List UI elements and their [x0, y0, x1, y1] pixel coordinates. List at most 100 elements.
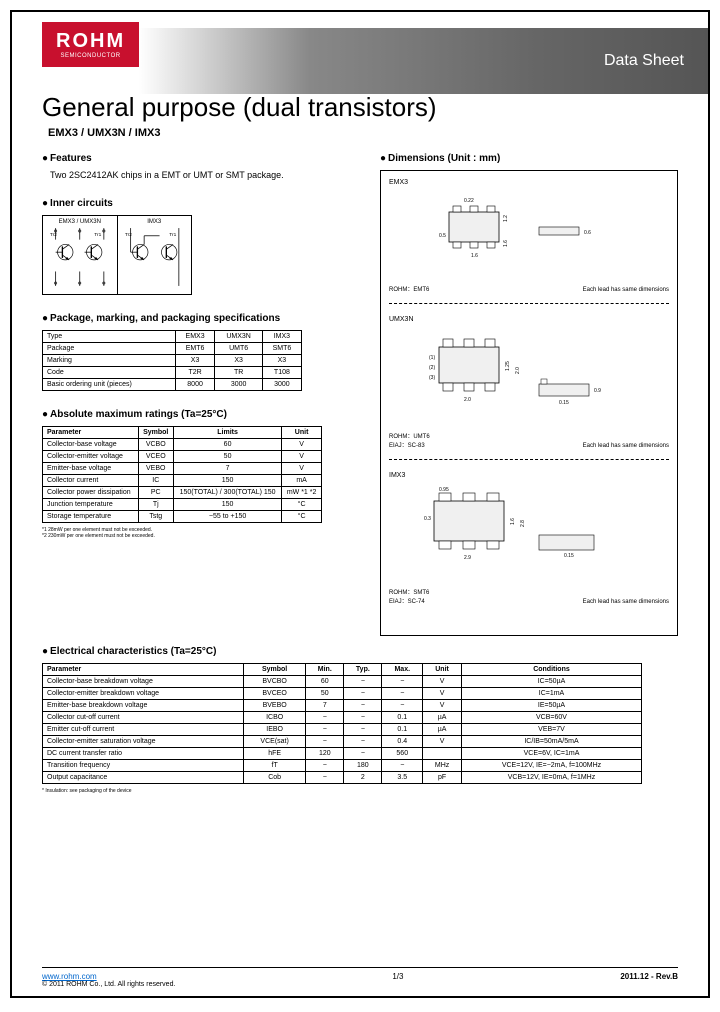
elec-footnote: * Insulation: see packaging of the devic…	[42, 788, 678, 794]
svg-text:(2): (2)	[429, 365, 435, 371]
dims-heading: Dimensions (Unit : mm)	[380, 153, 678, 164]
table-cell: −	[382, 700, 423, 712]
table-cell: −	[344, 712, 382, 724]
footer-page: 1/3	[392, 972, 403, 981]
table-cell: VCEO	[138, 451, 173, 463]
inner-circuits-heading: Inner circuits	[42, 198, 372, 209]
footer-revision: 2011.12 - Rev.B	[620, 972, 678, 981]
svg-text:0.22: 0.22	[464, 198, 474, 204]
table-header: Typ.	[344, 664, 382, 676]
svg-text:0.5: 0.5	[439, 233, 446, 239]
table-cell: TR	[215, 367, 262, 379]
left-column: Features Two 2SC2412AK chips in a EMT or…	[42, 153, 372, 636]
dim-note: Each lead has same dimensions	[583, 443, 669, 449]
table-header: Parameter	[43, 664, 244, 676]
table-cell: DC current transfer ratio	[43, 748, 244, 760]
electrical-section: Electrical characteristics (Ta=25°C) Par…	[12, 636, 708, 794]
table-cell: Collector-emitter breakdown voltage	[43, 688, 244, 700]
pkg-heading: Package, marking, and packaging specific…	[42, 313, 372, 324]
table-cell: Emitter-base voltage	[43, 463, 139, 475]
dim-label: UMX3N	[389, 316, 669, 323]
dim-label: IMX3	[389, 472, 669, 479]
table-cell: EMX3	[175, 331, 215, 343]
svg-text:Tr1: Tr1	[169, 232, 176, 238]
footer-left: www.rohm.com © 2011 ROHM Co., Ltd. All r…	[42, 972, 175, 988]
svg-text:2.8: 2.8	[520, 520, 526, 527]
transistor-schematic-icon: Tr2Tr1	[121, 227, 189, 287]
table-row: Output capacitanceCob−23.5pFVCB=12V, IE=…	[43, 772, 642, 784]
table-cell: 3000	[262, 379, 301, 391]
table-cell: −	[382, 760, 423, 772]
absolute-max-table: ParameterSymbolLimitsUnitCollector-base …	[42, 426, 322, 523]
circuit-left-label: EMX3 / UMX3N	[46, 219, 114, 225]
table-row: Junction temperatureTj150°C	[43, 499, 322, 511]
svg-text:1.6: 1.6	[510, 518, 516, 525]
table-cell: Collector-base breakdown voltage	[43, 676, 244, 688]
logo-sub: SEMICONDUCTOR	[56, 53, 125, 59]
table-cell: V	[423, 688, 462, 700]
table-cell: Code	[43, 367, 176, 379]
table-cell: IE=50µA	[461, 700, 641, 712]
table-cell: V	[282, 463, 322, 475]
table-cell: −	[306, 760, 344, 772]
table-row: Collector-emitter saturation voltageVCE(…	[43, 736, 642, 748]
table-cell: −	[306, 772, 344, 784]
svg-text:0.15: 0.15	[564, 553, 574, 559]
table-cell: 0.4	[382, 736, 423, 748]
table-cell: VCE(sat)	[244, 736, 306, 748]
table-row: Collector power dissipationPC150(TOTAL) …	[43, 487, 322, 499]
table-cell: VCE=12V, IE=−2mA, f=100MHz	[461, 760, 641, 772]
content: Features Two 2SC2412AK chips in a EMT or…	[12, 153, 708, 636]
table-cell: −	[306, 712, 344, 724]
table-cell: 560	[382, 748, 423, 760]
table-cell: PC	[138, 487, 173, 499]
table-cell: VEB=7V	[461, 724, 641, 736]
table-cell: 3000	[215, 379, 262, 391]
footer-link[interactable]: www.rohm.com	[42, 972, 175, 981]
table-cell: EMT6	[175, 343, 215, 355]
table-row: TypeEMX3UMX3NIMX3	[43, 331, 302, 343]
table-cell: IC/IB=50mA/5mA	[461, 736, 641, 748]
table-row: DC current transfer ratiohFE120−560VCE=6…	[43, 748, 642, 760]
svg-text:2.0: 2.0	[515, 367, 521, 374]
table-cell: VEBO	[138, 463, 173, 475]
table-header: Symbol	[244, 664, 306, 676]
dim-umx3n: UMX3N 2.01.252.0 (1)(2)(3) 0.90.15 ROHM：…	[389, 316, 669, 460]
svg-text:0.95: 0.95	[439, 487, 449, 493]
circuits-diagram: EMX3 / UMX3N Tr2Tr1 IMX3	[42, 215, 192, 295]
table-cell: V	[423, 700, 462, 712]
table-cell: BVEBO	[244, 700, 306, 712]
table-cell: 150(TOTAL) / 300(TOTAL) 150	[173, 487, 281, 499]
table-cell: −	[344, 724, 382, 736]
table-cell: BVCBO	[244, 676, 306, 688]
svg-text:1.2: 1.2	[503, 215, 509, 222]
circuit-right-label: IMX3	[121, 219, 189, 225]
table-cell: −	[344, 676, 382, 688]
table-row: Storage temperatureTstg−55 to +150°C	[43, 511, 322, 523]
table-header: Conditions	[461, 664, 641, 676]
table-cell: 60	[306, 676, 344, 688]
part-numbers: EMX3 / UMX3N / IMX3	[48, 127, 708, 139]
table-cell: 0.1	[382, 724, 423, 736]
header-title: Data Sheet	[604, 52, 684, 70]
package-drawing-icon: 2.01.252.0 (1)(2)(3) 0.90.15	[389, 329, 609, 429]
table-row: Emitter-base voltageVEBO7V	[43, 463, 322, 475]
footer: www.rohm.com © 2011 ROHM Co., Ltd. All r…	[12, 959, 708, 996]
table-cell	[423, 748, 462, 760]
elec-heading: Electrical characteristics (Ta=25°C)	[42, 646, 678, 657]
table-row: Collector cut-off currentICBO−−0.1µAVCB=…	[43, 712, 642, 724]
abs-heading: Absolute maximum ratings (Ta=25°C)	[42, 409, 372, 420]
table-cell: Marking	[43, 355, 176, 367]
table-cell: 50	[173, 451, 281, 463]
table-cell: Collector power dissipation	[43, 487, 139, 499]
table-cell: µA	[423, 712, 462, 724]
table-cell: IC=1mA	[461, 688, 641, 700]
table-cell: IC=50µA	[461, 676, 641, 688]
package-table: TypeEMX3UMX3NIMX3PackageEMT6UMT6SMT6Mark…	[42, 330, 302, 391]
table-cell: 3.5	[382, 772, 423, 784]
table-cell: Storage temperature	[43, 511, 139, 523]
table-cell: Basic ordering unit (pieces)	[43, 379, 176, 391]
table-cell: Tstg	[138, 511, 173, 523]
table-row: Collector-base breakdown voltageBVCBO60−…	[43, 676, 642, 688]
table-header: Symbol	[138, 427, 173, 439]
